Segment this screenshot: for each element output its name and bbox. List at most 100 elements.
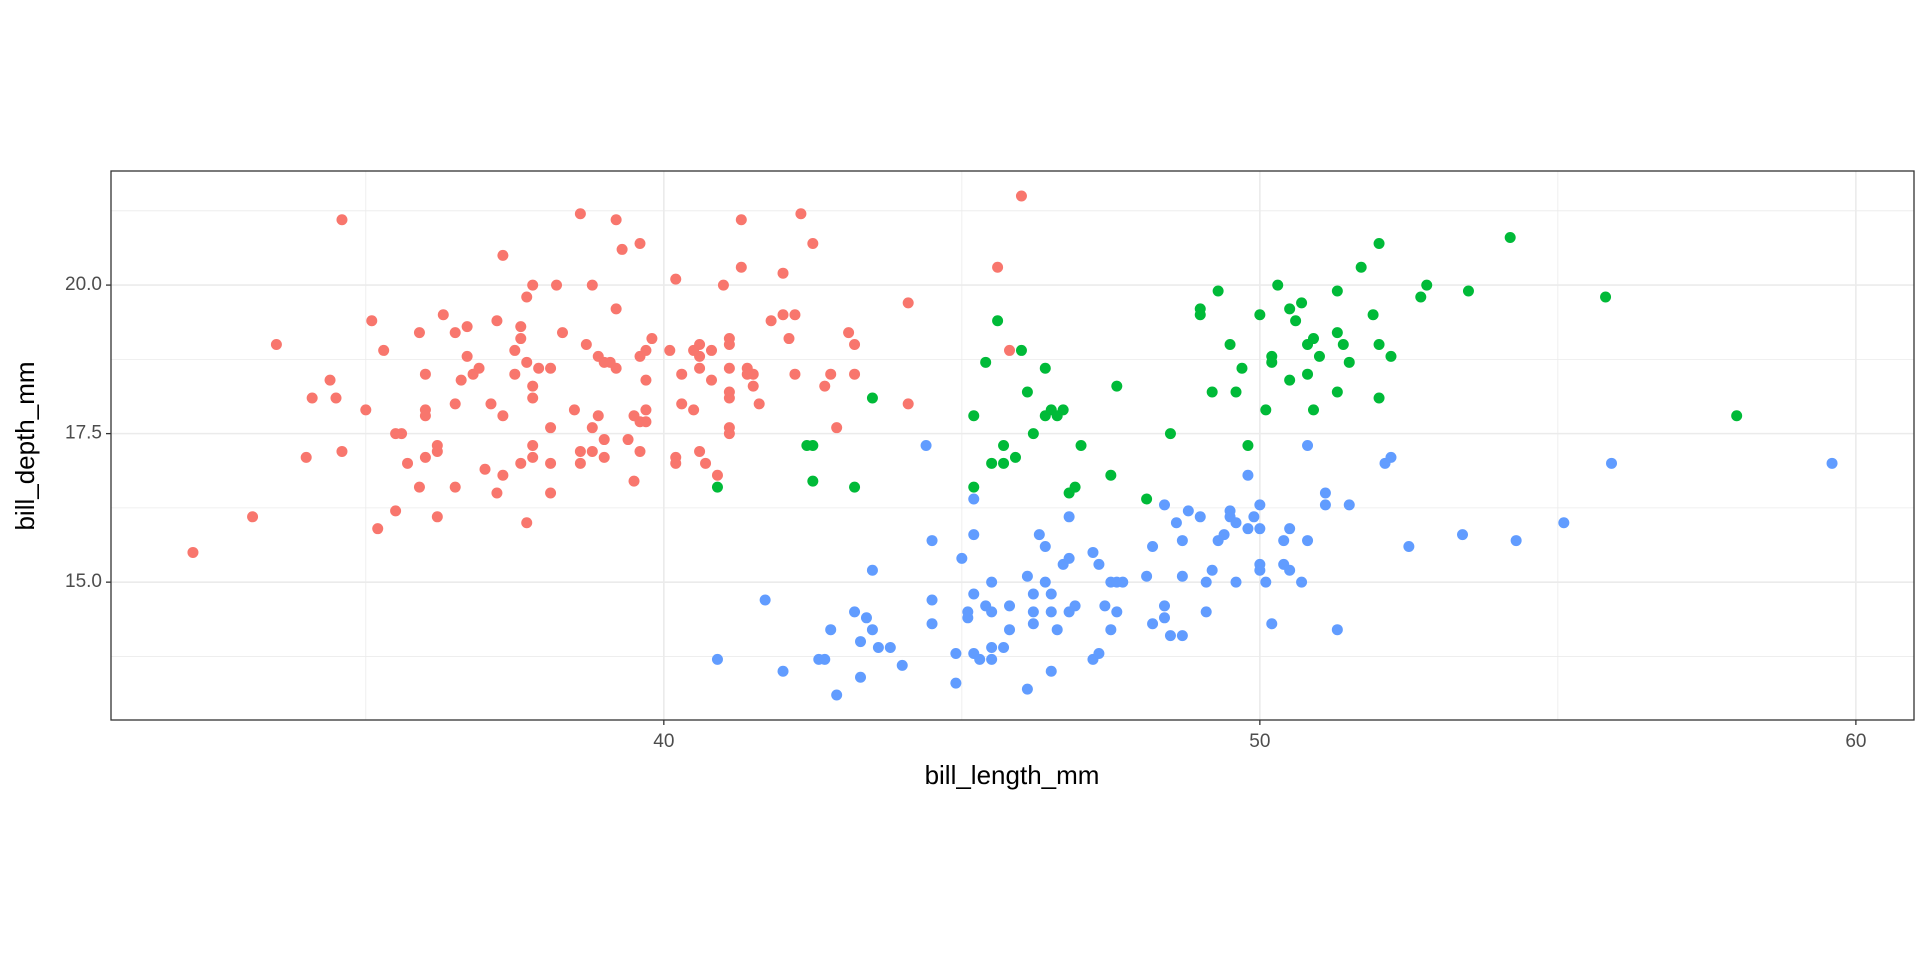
point xyxy=(1236,362,1248,374)
point xyxy=(1117,576,1129,588)
point xyxy=(777,309,789,321)
point xyxy=(1260,576,1272,588)
point xyxy=(1200,576,1212,588)
point xyxy=(765,315,777,327)
point xyxy=(950,677,962,689)
point xyxy=(843,327,855,339)
point xyxy=(1147,541,1159,553)
point xyxy=(1266,356,1278,368)
point xyxy=(849,606,861,618)
point xyxy=(735,261,747,273)
point xyxy=(527,279,539,291)
point xyxy=(1337,338,1349,350)
point xyxy=(1284,374,1296,386)
point xyxy=(640,344,652,356)
point xyxy=(1111,606,1123,618)
point xyxy=(1027,606,1039,618)
point xyxy=(1004,624,1016,636)
point xyxy=(998,642,1010,654)
point xyxy=(759,594,771,606)
point xyxy=(1421,279,1433,291)
point xyxy=(473,362,485,374)
point xyxy=(968,529,980,541)
point xyxy=(1373,338,1385,350)
point xyxy=(431,511,443,523)
point xyxy=(1254,309,1266,321)
point xyxy=(1170,517,1182,529)
y-tick-label: 17.5 xyxy=(65,423,102,444)
point xyxy=(1331,327,1343,339)
point xyxy=(622,434,634,446)
point xyxy=(1051,624,1063,636)
point xyxy=(634,237,646,249)
point xyxy=(956,552,968,564)
point xyxy=(640,374,652,386)
point xyxy=(1403,541,1415,553)
point xyxy=(509,344,521,356)
point xyxy=(479,463,491,475)
point xyxy=(634,445,646,457)
point xyxy=(986,606,998,618)
point xyxy=(723,392,735,404)
point xyxy=(1343,499,1355,511)
point xyxy=(1558,517,1570,529)
point xyxy=(700,457,712,469)
point xyxy=(556,327,568,339)
point xyxy=(419,368,431,380)
point xyxy=(884,642,896,654)
point xyxy=(545,422,557,434)
point xyxy=(1039,362,1051,374)
point xyxy=(747,368,759,380)
point xyxy=(1457,529,1469,541)
point xyxy=(819,380,831,392)
point xyxy=(1194,309,1206,321)
point xyxy=(986,642,998,654)
point xyxy=(855,636,867,648)
point xyxy=(1039,576,1051,588)
x-tick-label: 60 xyxy=(1845,731,1866,752)
point xyxy=(521,517,533,529)
point xyxy=(1826,457,1838,469)
point xyxy=(1033,529,1045,541)
point xyxy=(789,368,801,380)
point xyxy=(366,315,378,327)
point xyxy=(1158,499,1170,511)
point xyxy=(694,362,706,374)
point xyxy=(1176,630,1188,642)
point xyxy=(1355,261,1367,273)
point xyxy=(968,410,980,422)
point xyxy=(1331,624,1343,636)
point xyxy=(574,457,586,469)
point xyxy=(586,279,598,291)
point xyxy=(968,481,980,493)
point xyxy=(783,333,795,345)
point xyxy=(1009,451,1021,463)
points xyxy=(187,190,1838,701)
point xyxy=(449,327,461,339)
point xyxy=(998,457,1010,469)
point xyxy=(1004,600,1016,612)
point xyxy=(574,445,586,457)
point xyxy=(753,398,765,410)
point xyxy=(723,362,735,374)
point xyxy=(1105,469,1117,481)
point xyxy=(1367,309,1379,321)
point xyxy=(527,451,539,463)
point xyxy=(831,689,843,701)
point xyxy=(831,422,843,434)
point xyxy=(676,368,688,380)
point xyxy=(735,214,747,226)
point xyxy=(1182,505,1194,517)
point xyxy=(819,653,831,665)
point xyxy=(1057,404,1069,416)
point xyxy=(1093,558,1105,570)
point xyxy=(413,327,425,339)
point xyxy=(1331,386,1343,398)
point xyxy=(1063,511,1075,523)
point xyxy=(1266,618,1278,630)
point xyxy=(586,445,598,457)
point xyxy=(1462,285,1474,297)
point xyxy=(717,279,729,291)
point xyxy=(849,338,861,350)
point xyxy=(497,469,509,481)
